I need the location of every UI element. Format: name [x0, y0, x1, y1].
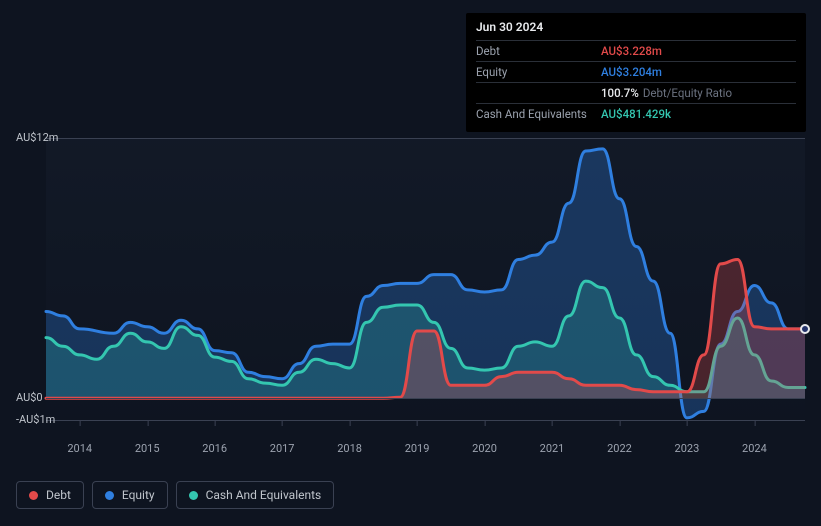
x-tick-label: 2017 [270, 442, 295, 455]
hover-marker [800, 324, 810, 334]
legend-item-cash[interactable]: Cash And Equivalents [176, 481, 335, 509]
chart-container: 2014 2015 2016 2017 2018 2019 2020 2021 2022 2023… [16, 120, 805, 460]
legend-dot [29, 491, 38, 500]
x-tick-label: 2020 [472, 442, 497, 455]
tooltip-row-ratio: 100.7% Debt/Equity Ratio [476, 82, 796, 103]
tooltip-value: AU$3.204m [601, 64, 662, 80]
x-tick-label: 2023 [675, 442, 700, 455]
legend-dot [105, 491, 114, 500]
x-tick-label: 2022 [607, 442, 632, 455]
tooltip-value: AU$3.228m [601, 43, 662, 59]
y-tick-label: AU$0 [16, 391, 43, 404]
gridline [46, 398, 805, 399]
x-tick-label: 2024 [742, 442, 767, 455]
gridline [46, 138, 805, 139]
gridline [46, 420, 805, 421]
y-tick-label: AU$12m [16, 131, 58, 144]
legend-label: Equity [122, 488, 155, 502]
tooltip-label: Debt [476, 43, 601, 59]
tooltip-date: Jun 30 2024 [476, 19, 796, 36]
tooltip-row-debt: Debt AU$3.228m [476, 40, 796, 61]
data-tooltip: Jun 30 2024 Debt AU$3.228m Equity AU$3.2… [466, 13, 806, 132]
x-tick-label: 2021 [540, 442, 565, 455]
tooltip-suffix: Debt/Equity Ratio [643, 85, 732, 101]
x-tick-label: 2015 [135, 442, 160, 455]
legend-label: Cash And Equivalents [206, 488, 322, 502]
tooltip-label: Equity [476, 64, 601, 80]
tooltip-row-equity: Equity AU$3.204m [476, 61, 796, 82]
x-tick-label: 2016 [202, 442, 227, 455]
x-tick-label: 2018 [337, 442, 362, 455]
legend: Debt Equity Cash And Equivalents [16, 481, 334, 509]
legend-label: Debt [46, 488, 71, 502]
x-tick-label: 2019 [405, 442, 430, 455]
x-tick-label: 2014 [67, 442, 92, 455]
tooltip-label [476, 85, 601, 101]
chart-svg [46, 138, 805, 420]
x-axis: 2014 2015 2016 2017 2018 2019 2020 2021 2022 2023… [46, 442, 805, 460]
legend-item-equity[interactable]: Equity [92, 481, 168, 509]
tooltip-value: 100.7% [601, 85, 639, 101]
legend-dot [189, 491, 198, 500]
y-tick-label: -AU$1m [16, 413, 55, 426]
legend-item-debt[interactable]: Debt [16, 481, 84, 509]
plot-area[interactable] [46, 138, 805, 420]
